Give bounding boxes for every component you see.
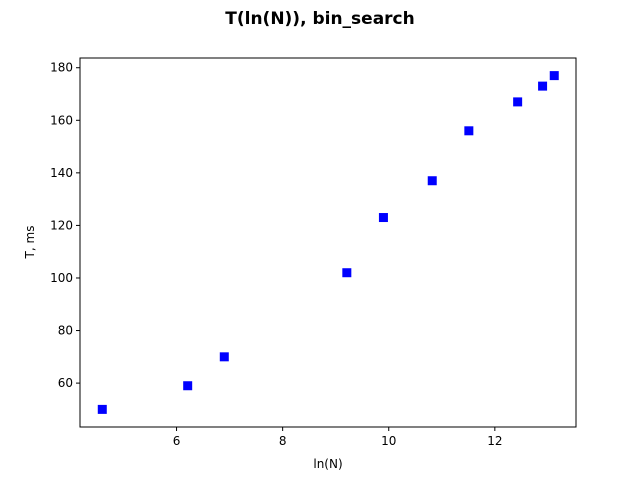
data-point-marker [427, 176, 437, 186]
y-tick-label: 120 [50, 218, 73, 232]
data-points [97, 71, 559, 414]
x-tick-label: 6 [173, 434, 181, 448]
plot-area [79, 57, 577, 428]
y-tick-label: 140 [50, 166, 73, 180]
y-tick-label: 60 [58, 376, 73, 390]
y-tick-label: 100 [50, 271, 73, 285]
data-point-marker [97, 404, 107, 414]
data-point-marker [378, 213, 388, 223]
data-point-marker [183, 381, 193, 391]
x-tick-label: 10 [381, 434, 396, 448]
x-tick-label: 8 [279, 434, 287, 448]
data-point-marker [538, 81, 548, 91]
x-tick-label: 12 [487, 434, 502, 448]
data-point-marker [513, 97, 523, 107]
data-point-marker [464, 126, 474, 136]
y-tick-label: 80 [58, 324, 73, 338]
chart-title: T(ln(N)), bin_search [225, 9, 415, 29]
y-axis-label: T, ms [23, 226, 37, 260]
x-axis-label: ln(N) [313, 457, 342, 471]
data-point-marker [342, 268, 352, 278]
y-tick-label: 160 [50, 113, 73, 127]
y-tick-label: 180 [50, 61, 73, 75]
x-axis: 6 8 10 12 [173, 427, 502, 448]
data-point-marker [219, 352, 229, 362]
y-axis: 60 80 100 120 140 160 180 [50, 61, 80, 390]
data-point-marker [549, 71, 559, 81]
